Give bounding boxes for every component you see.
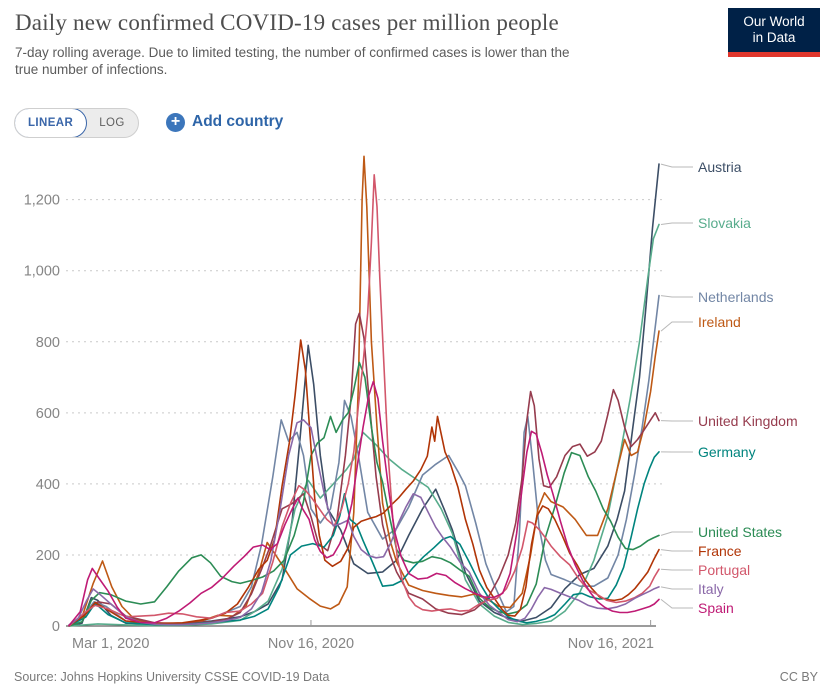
country-label-spain[interactable]: Spain — [698, 600, 734, 616]
line-portugal[interactable] — [68, 174, 660, 627]
leader-line — [660, 568, 693, 571]
country-label-france[interactable]: France — [698, 543, 742, 559]
leader-line — [660, 321, 693, 332]
license-link[interactable]: CC BY — [779, 670, 818, 684]
log-scale-button[interactable]: LOG — [99, 117, 125, 129]
leader-line — [660, 222, 693, 225]
page-title: Daily new confirmed COVID-19 cases per m… — [15, 10, 559, 35]
country-label-austria[interactable]: Austria — [698, 159, 742, 175]
add-country-button[interactable]: + Add country — [166, 108, 283, 136]
y-tick-label: 600 — [36, 406, 60, 422]
leader-line — [660, 531, 693, 536]
line-france[interactable] — [68, 339, 660, 627]
leader-line — [660, 295, 693, 298]
line-united-states[interactable] — [68, 361, 660, 627]
x-tick-label: Mar 1, 2020 — [72, 636, 149, 652]
country-label-united-states[interactable]: United States — [698, 524, 783, 540]
x-tick-label: Nov 16, 2020 — [268, 636, 354, 652]
country-label-slovakia[interactable]: Slovakia — [698, 215, 751, 231]
owid-logo-line2: in Data — [752, 30, 796, 45]
source-link[interactable]: Source: Johns Hopkins University CSSE CO… — [14, 670, 330, 684]
country-label-portugal[interactable]: Portugal — [698, 562, 751, 578]
country-label-italy[interactable]: Italy — [698, 581, 724, 597]
y-tick-label: 400 — [36, 477, 60, 493]
line-germany[interactable] — [68, 451, 660, 627]
page-subtitle: 7-day rolling average. Due to limited te… — [15, 45, 570, 77]
leader-line — [660, 599, 693, 609]
y-tick-label: 1,200 — [24, 193, 60, 209]
line-netherlands[interactable] — [68, 294, 660, 627]
x-tick-label: Nov 16, 2021 — [568, 636, 654, 652]
y-tick-label: 200 — [36, 548, 60, 564]
y-tick-label: 800 — [36, 335, 60, 351]
scale-toggle: LINEAR LOG — [14, 108, 139, 138]
add-country-label: Add country — [192, 113, 284, 130]
plus-icon: + — [166, 112, 185, 132]
linear-scale-button[interactable]: LINEAR — [14, 109, 88, 137]
owid-logo[interactable]: Our World in Data — [728, 8, 820, 57]
country-label-ireland[interactable]: Ireland — [698, 314, 741, 330]
y-tick-label: 0 — [52, 619, 60, 635]
country-label-germany[interactable]: Germany — [698, 444, 756, 460]
leader-line — [660, 586, 693, 590]
line-united-kingdom[interactable] — [68, 312, 660, 627]
country-label-netherlands[interactable]: Netherlands — [698, 289, 774, 305]
country-label-united-kingdom[interactable]: United Kingdom — [698, 413, 798, 429]
owid-logo-line1: Our World — [743, 14, 805, 29]
leader-line — [660, 549, 693, 552]
line-italy[interactable] — [68, 419, 660, 626]
y-tick-label: 1,000 — [24, 264, 60, 280]
line-spain[interactable] — [68, 380, 660, 627]
leader-line — [660, 163, 693, 168]
line-austria[interactable] — [68, 163, 660, 627]
